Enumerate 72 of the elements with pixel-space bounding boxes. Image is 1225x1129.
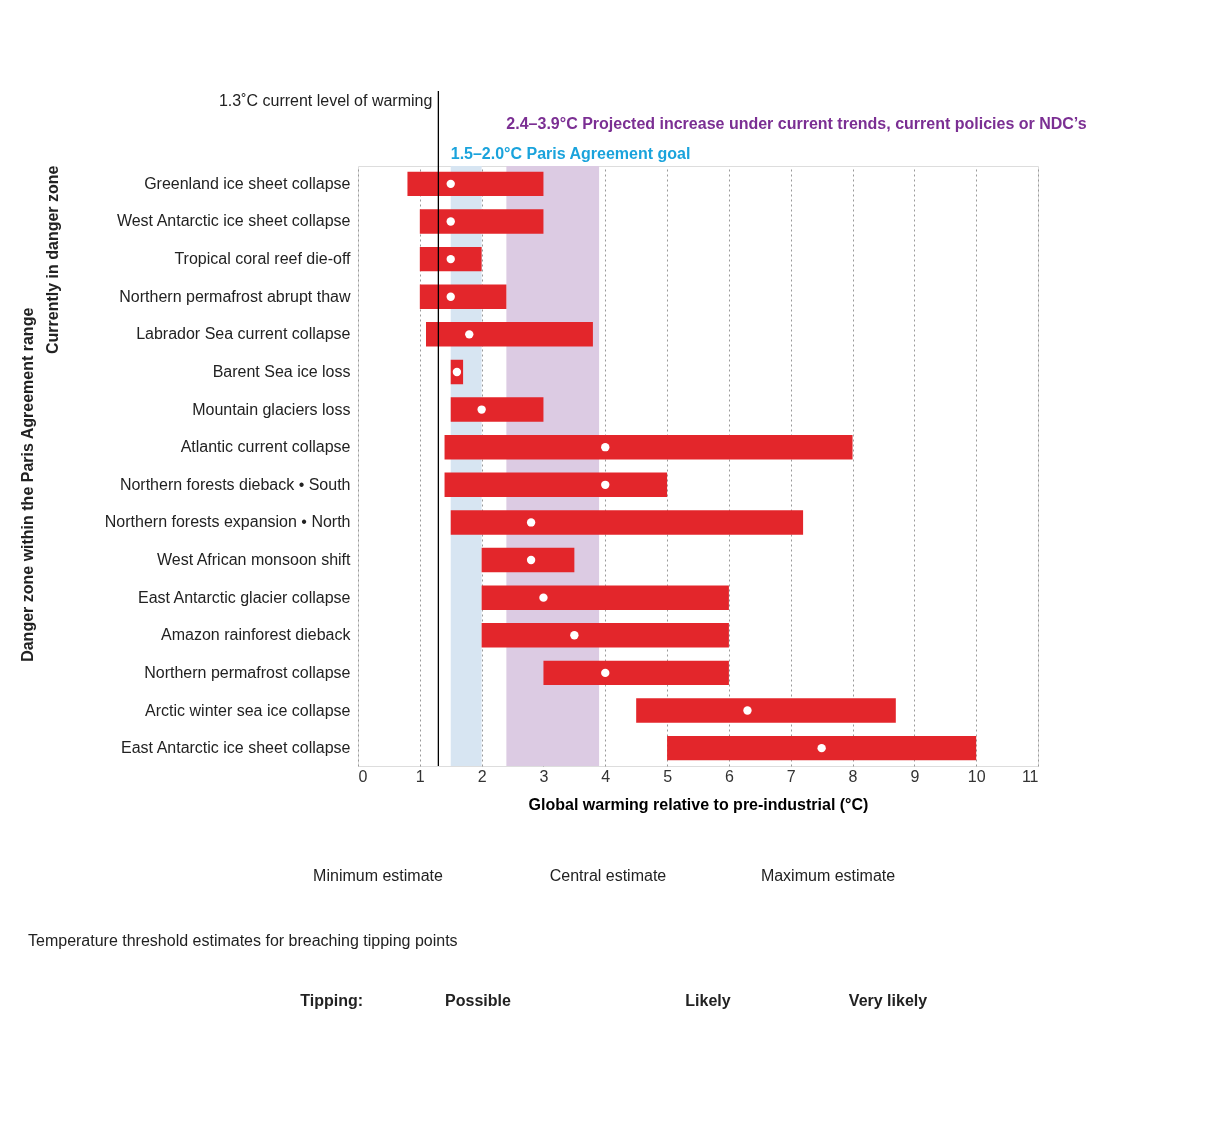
text: Tipping:: [300, 992, 363, 1009]
bar: [481, 623, 729, 648]
text: Very likely: [848, 992, 928, 1009]
text: Likely: [685, 992, 731, 1009]
x-tick-label: 8: [848, 767, 858, 785]
x-tick-label: 10: [967, 767, 986, 785]
point: [446, 179, 455, 189]
text: Danger zone within the Paris Agreement range: [19, 307, 36, 662]
bar: [419, 246, 482, 272]
point: [446, 292, 455, 301]
bar: [419, 209, 544, 234]
bar: [636, 698, 896, 723]
bar: [444, 434, 853, 460]
text: Temperature threshold estimates for breaching tipping points: [28, 932, 458, 949]
bar: [407, 171, 544, 197]
y-tick-label: Labrador Sea current collapse: [136, 325, 351, 343]
point: [446, 254, 455, 264]
bar: [419, 284, 507, 309]
text: Possible: [445, 992, 511, 1009]
y-tick-label: Greenland ice sheet collapse: [144, 174, 351, 192]
bar: [426, 322, 593, 347]
y-tick-label: Mountain glaciers loss: [192, 400, 351, 418]
point: [477, 405, 486, 414]
y-tick-label: Northern permafrost abrupt thaw: [119, 287, 351, 305]
point: [526, 518, 536, 527]
text: Minimum estimate: [313, 867, 443, 884]
bar: [543, 660, 729, 686]
point: [601, 480, 610, 489]
y-tick-label: Atlantic current collapse: [180, 438, 351, 456]
y-tick-label: Northern forests expansion • North: [104, 513, 351, 531]
bar: [444, 472, 668, 498]
point: [570, 631, 579, 640]
point: [743, 706, 752, 715]
point: [526, 555, 536, 565]
x-tick-label: 3: [539, 767, 549, 785]
bar: [481, 585, 729, 610]
y-tick-label: Tropical coral reef die-off: [174, 250, 352, 268]
text: Currently in danger zone: [44, 165, 61, 354]
point: [465, 330, 474, 339]
x-tick-label: 6: [724, 767, 734, 785]
x-tick-label: 7: [786, 767, 796, 785]
y-tick-label: Amazon rainforest dieback: [161, 626, 352, 644]
bar: [667, 735, 977, 761]
text: Maximum estimate: [760, 867, 896, 884]
y-tick-label: Barent Sea ice loss: [212, 362, 351, 380]
y-tick-label: Northern permafrost collapse: [144, 663, 351, 681]
point: [539, 593, 548, 602]
bar: [450, 397, 544, 422]
y-tick-label: East Antarctic glacier collapse: [137, 588, 351, 606]
band-label: 1.5–2.0°C Paris Agreement goal: [450, 145, 691, 162]
point: [601, 668, 610, 678]
x-tick-label: 2: [477, 767, 487, 785]
y-tick-label: West Antarctic ice sheet collapse: [116, 212, 351, 230]
x-tick-label: 5: [663, 767, 673, 785]
text: Central estimate: [549, 867, 667, 884]
bar: [481, 547, 575, 573]
point: [817, 743, 826, 753]
band-label: 2.4–3.9°C Projected increase under current trends, current policies or NDC’s: [506, 115, 1087, 132]
bar: [450, 510, 804, 535]
x-tick-label: 1: [415, 767, 425, 785]
x-tick-label: 0: [358, 767, 368, 785]
x-tick-label: 9: [910, 767, 920, 785]
y-tick-label: Northern forests dieback • South: [119, 475, 351, 493]
y-tick-label: Arctic winter sea ice collapse: [145, 701, 351, 719]
point: [601, 443, 610, 452]
ref-line-label: 1.3˚C current level of warming: [218, 92, 433, 109]
x-tick-label: 11: [1021, 767, 1039, 785]
y-tick-label: West African monsoon shift: [156, 551, 352, 569]
x-tick-label: 4: [601, 767, 611, 785]
x-axis-title: Global warming relative to pre-industrial (°C): [528, 795, 869, 813]
point: [446, 217, 455, 226]
y-tick-label: East Antarctic ice sheet collapse: [121, 739, 351, 757]
